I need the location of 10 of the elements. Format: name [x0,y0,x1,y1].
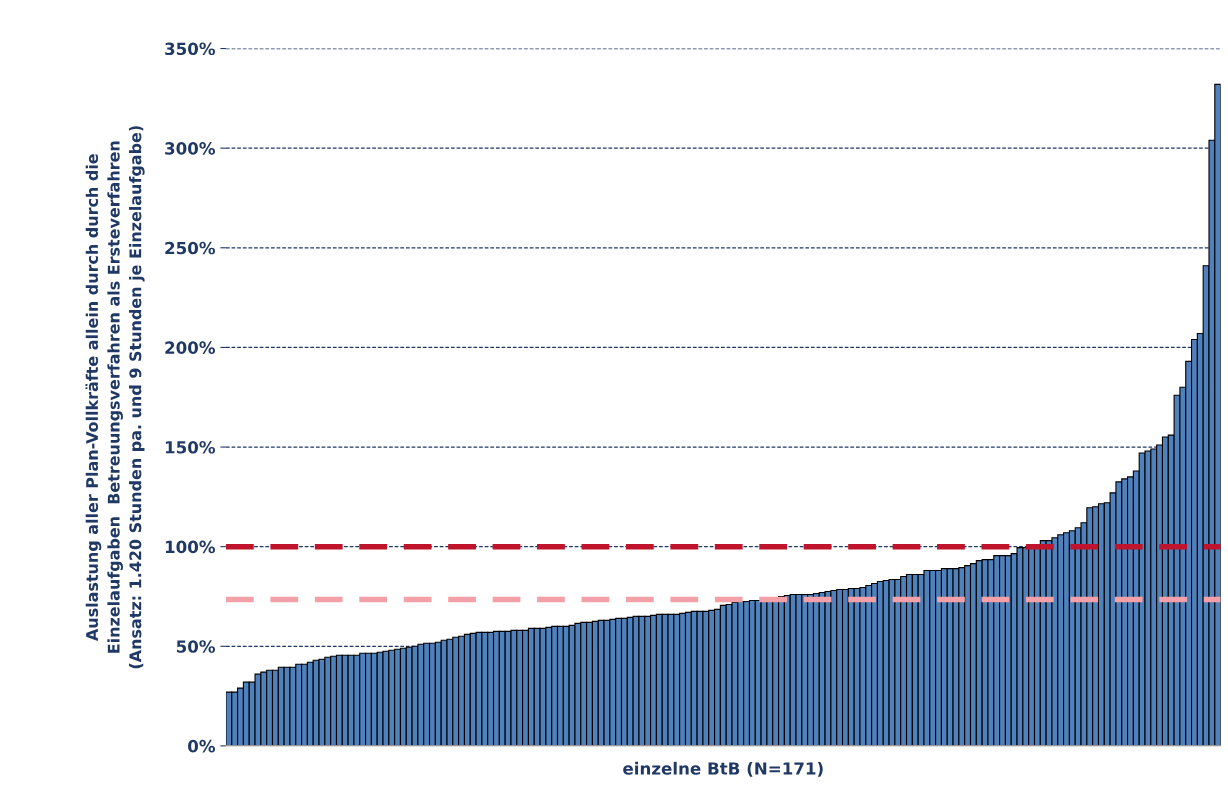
y-tick-label: 200% [165,341,216,354]
y-tick-label: 150% [165,440,216,454]
y-tick-label: 100% [165,540,216,554]
y-tick-label: 350% [165,42,216,56]
y-tick-label: 0% [188,739,215,753]
y-tick-label: 250% [165,241,216,255]
y-axis-title: Auslastung aller Plan-Vollkräfte allein durch durch die Einzelaufgaben Betreuungsverfahren als Ersteverfahren (Ansatz: 1.420 Stunden pa. und 9 Stunden je Einzelaufgabe) [85,126,145,669]
y-tick-label: 50% [176,640,215,653]
x-axis-title: einzelne BtB (N=171) [623,761,823,777]
y-tick-label: 300% [165,142,216,155]
